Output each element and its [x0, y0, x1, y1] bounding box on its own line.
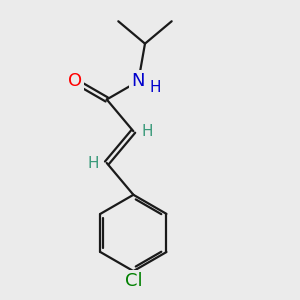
Text: Cl: Cl — [124, 272, 142, 290]
Text: N: N — [132, 72, 145, 90]
Text: H: H — [87, 155, 99, 170]
Text: H: H — [149, 80, 161, 95]
Text: O: O — [68, 72, 82, 90]
Text: H: H — [142, 124, 153, 139]
